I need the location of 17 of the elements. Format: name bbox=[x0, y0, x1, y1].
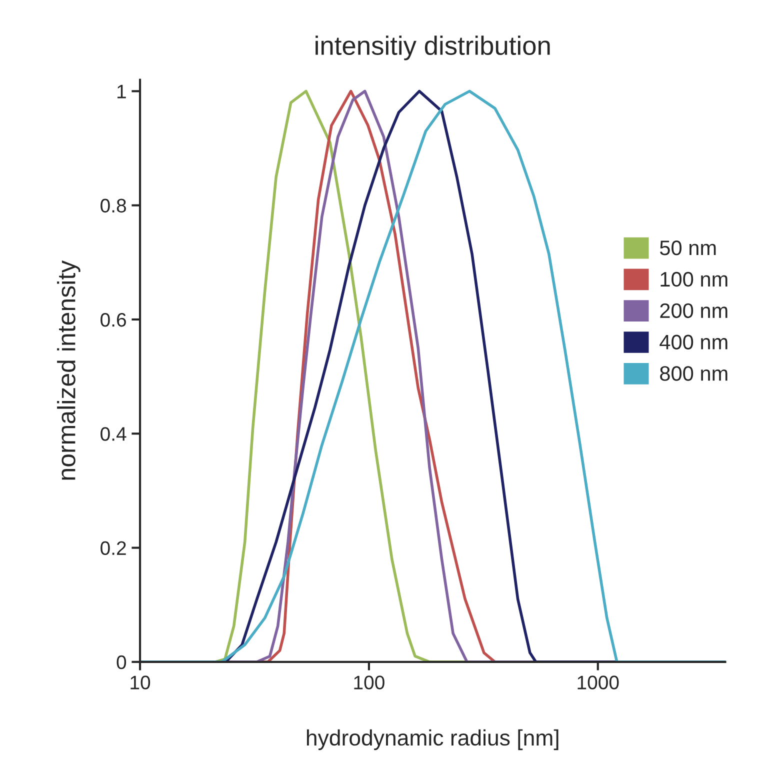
legend-label: 50 nm bbox=[660, 240, 716, 256]
y-tick-label: 0.6 bbox=[100, 312, 126, 327]
x-tick-label: 10 bbox=[130, 676, 150, 690]
legend-label: 200 nm bbox=[660, 303, 728, 318]
y-tick-label: 1 bbox=[118, 84, 126, 98]
y-axis-title: normalized intensity bbox=[57, 260, 80, 480]
y-tick-label: 0.4 bbox=[100, 427, 126, 441]
x-axis-title: hydrodynamic radius [nm] bbox=[306, 729, 558, 750]
y-tick-label: 0.8 bbox=[100, 198, 126, 213]
legend-label: 400 nm bbox=[660, 334, 728, 350]
chart-title: intensitiy distribution bbox=[316, 36, 550, 60]
x-tick-label: 100 bbox=[354, 676, 384, 690]
y-tick-label: 0 bbox=[116, 655, 126, 670]
legend-label: 100 nm bbox=[660, 272, 728, 287]
y-tick-label: 0.2 bbox=[100, 541, 126, 556]
legend-label: 800 nm bbox=[660, 366, 728, 381]
x-tick-label: 1000 bbox=[578, 676, 619, 690]
